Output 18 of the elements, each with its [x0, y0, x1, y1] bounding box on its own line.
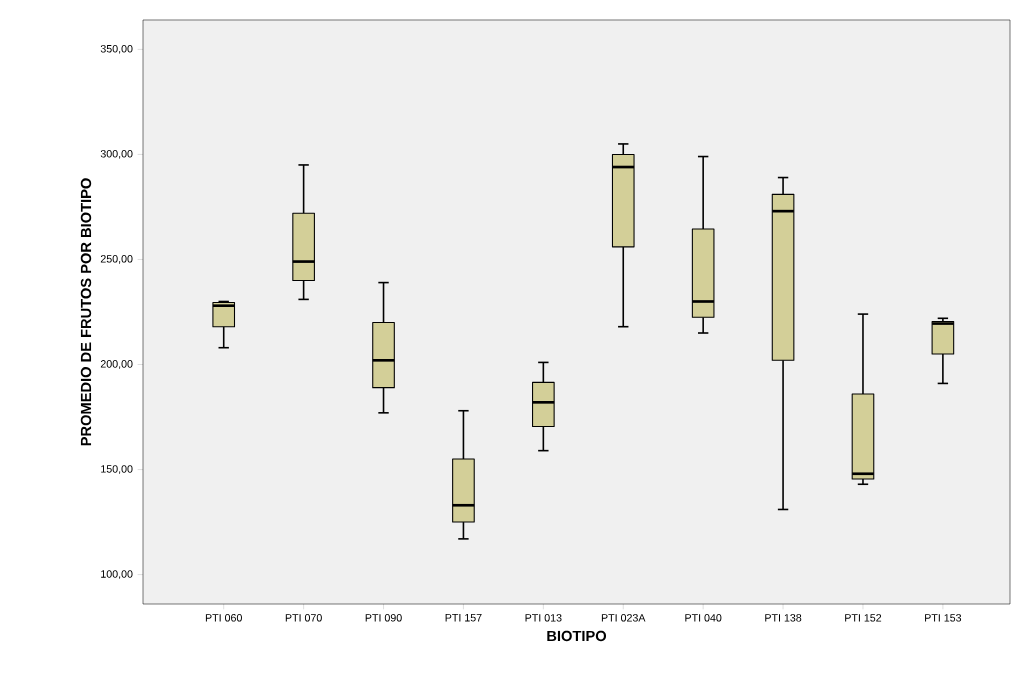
x-axis-title: BIOTIPO [547, 630, 607, 642]
x-tick-label: PTI 152 [845, 614, 882, 622]
y-tick-label: 150,00 [101, 465, 133, 474]
x-tick-label: PTI 070 [285, 614, 322, 622]
x-tick-label: PTI 090 [365, 614, 402, 622]
y-tick-label: 250,00 [100, 255, 133, 264]
y-axis-title: PROMEDIO DE FRUTOS POR BIOTIPO [80, 178, 92, 446]
x-tick-label: PTI 013 [525, 614, 562, 622]
x-tick-label: PTI 153 [925, 614, 962, 622]
y-tick-label: 350,00 [100, 45, 133, 54]
x-tick-label: PTI 023A [601, 614, 646, 622]
y-tick-label: 200,00 [100, 360, 133, 369]
x-tick-label: PTI 040 [685, 614, 722, 622]
y-tick-label: 300,00 [100, 150, 133, 159]
x-tick-label: PTI 157 [445, 614, 482, 622]
x-tick-label: PTI 138 [765, 614, 802, 622]
y-tick-label: 100,00 [101, 570, 133, 579]
x-tick-label: PTI 060 [205, 614, 242, 622]
